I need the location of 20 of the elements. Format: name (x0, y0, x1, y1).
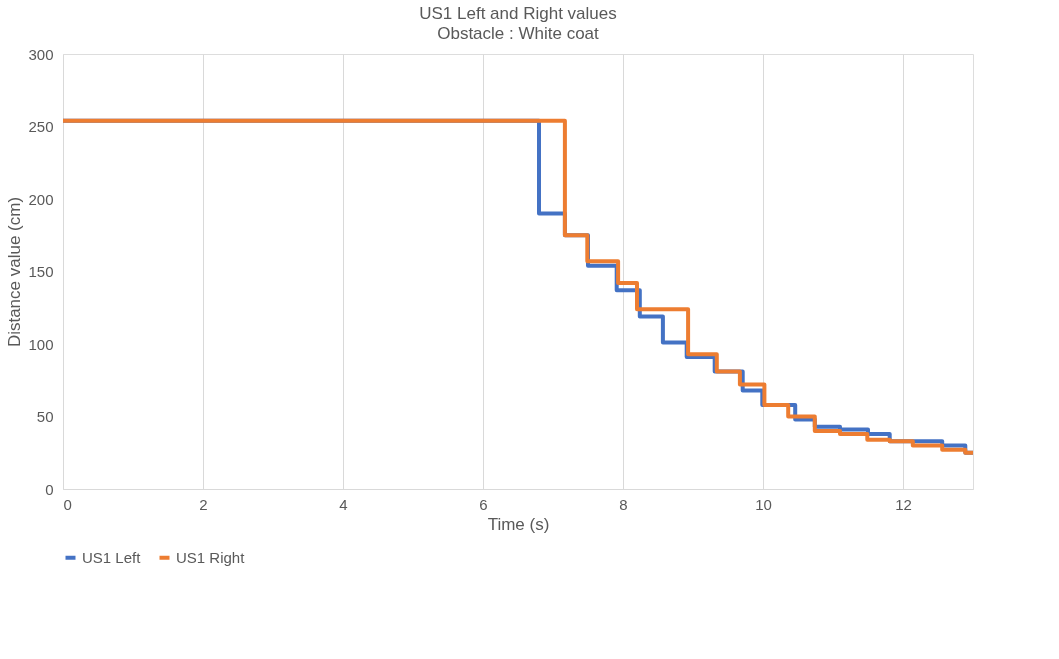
chart-subtitle: Obstacle : White coat (437, 24, 600, 43)
x-tick-label: 2 (199, 495, 208, 513)
legend-label: US1 Left (82, 548, 142, 566)
x-tick-label: 4 (339, 495, 348, 513)
x-tick-label: 12 (895, 495, 912, 513)
y-tick-label: 100 (28, 335, 54, 353)
x-axis-title: Time (s) (487, 514, 550, 534)
y-tick-label: 250 (28, 118, 54, 135)
y-tick-label: 50 (36, 408, 54, 425)
y-tick-label: 0 (45, 480, 54, 498)
y-tick-label: 150 (28, 263, 54, 280)
chart-title: US1 Left and Right values (419, 4, 617, 23)
x-tick-label: 6 (479, 495, 488, 513)
y-tick-label: 300 (28, 45, 54, 63)
x-tick-label: 10 (755, 495, 772, 513)
y-tick-label: 200 (28, 190, 54, 208)
legend-label: US1 Right (176, 548, 246, 566)
x-tick-label: 0 (63, 495, 72, 513)
y-axis-title: Distance value (cm) (5, 196, 25, 348)
x-tick-label: 8 (619, 495, 628, 513)
